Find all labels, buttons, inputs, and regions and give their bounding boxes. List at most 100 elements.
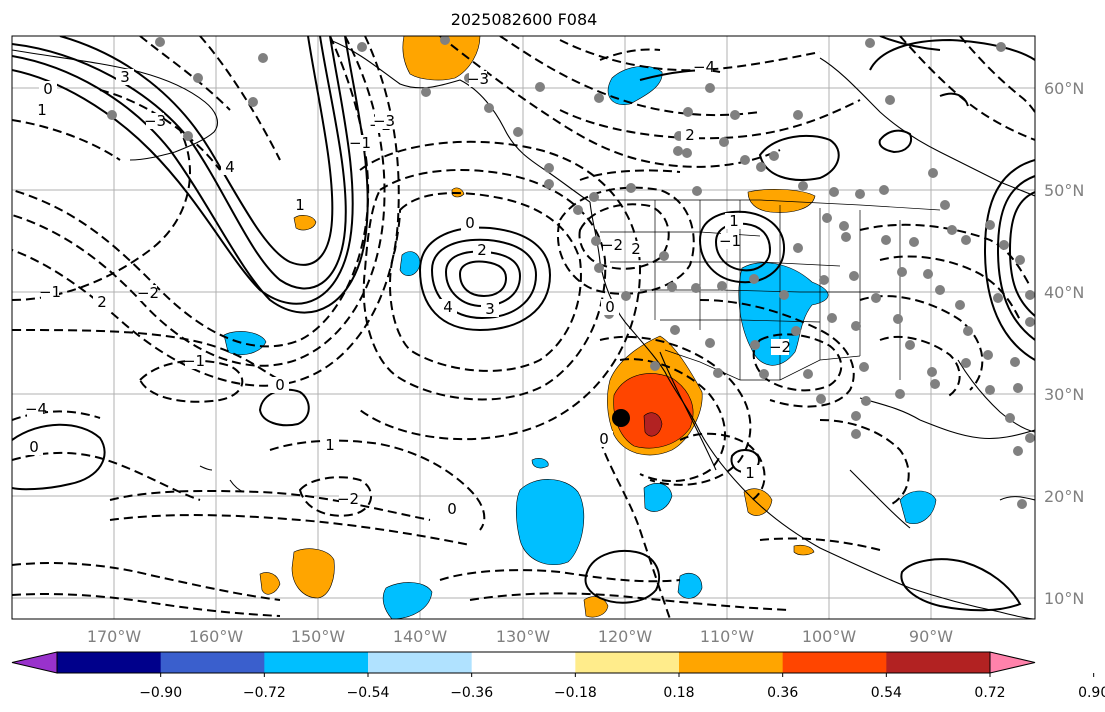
colorbar-tick-label: 0.90: [1078, 685, 1105, 701]
colorbar-bin: [471, 652, 576, 673]
contour-label-bg: [725, 213, 743, 229]
feature-marker: [612, 409, 630, 427]
contour-label: −2: [137, 284, 159, 302]
lon-label: 140°W: [393, 627, 448, 646]
contour-label-bg: [375, 113, 393, 129]
contour-label-bg: [603, 237, 621, 253]
contour-label: −1: [719, 232, 741, 250]
contour-label-bg: [271, 377, 289, 393]
contour-label: 2: [97, 293, 107, 311]
colorbar-extend-max: [989, 651, 1036, 674]
contour-label: −2: [769, 338, 791, 356]
colorbar-bin: [782, 652, 887, 673]
lon-label: 110°W: [700, 627, 755, 646]
lon-label: 130°W: [496, 627, 551, 646]
contour-label: 1: [745, 464, 755, 482]
contour-label-bg: [291, 197, 309, 213]
contour-label-bg: [469, 71, 487, 87]
contour-labels: 01−12−23−34−401234−1−2−301−12−20−301−220…: [25, 58, 791, 518]
contour-label: 0: [275, 376, 285, 394]
contour-label: 3: [485, 300, 495, 318]
contour-label: −1: [183, 352, 205, 370]
contour-label: 0: [465, 214, 475, 232]
figure-title: 2025082600 F084: [451, 10, 598, 29]
contour-label-bg: [41, 284, 59, 300]
lon-label: 120°W: [598, 627, 653, 646]
colorbar-tick-labels: −0.90 −0.72 −0.54 −0.36 −0.18 0.18 0.36 0.54 0.7…: [139, 673, 1105, 701]
contour-label: −1: [349, 134, 371, 152]
contour-label-bg: [443, 501, 461, 517]
political-borders: [590, 199, 941, 381]
contour-label: −3: [467, 70, 489, 88]
map-frame: [11, 35, 1036, 620]
colorbar-outline: [56, 651, 991, 674]
contour-label: 2: [685, 126, 695, 144]
colorbar-tick-label: 0.18: [663, 685, 694, 701]
contour-label-bg: [771, 339, 789, 355]
contour-label-bg: [595, 431, 613, 447]
colorbar-bin: [264, 652, 369, 673]
lon-label: 150°W: [291, 627, 346, 646]
contour-label-bg: [439, 299, 457, 315]
contour-label-bg: [146, 113, 164, 129]
contour-label-bg: [473, 242, 491, 258]
lat-label: 30°N: [1044, 385, 1084, 404]
positive-shading: [259, 36, 816, 618]
colorbar-bin: [679, 652, 784, 673]
map-content: 01−12−23−34−401234−1−2−301−12−20−301−220…: [12, 36, 1035, 619]
colorbar-extend-min: [11, 651, 58, 674]
lon-label: 160°W: [189, 627, 244, 646]
contour-label: 0: [447, 500, 457, 518]
contour-label: 4: [443, 298, 453, 316]
contour-label: 0: [599, 430, 609, 448]
contour-label-bg: [339, 491, 357, 507]
colorbar-tick-label: −0.36: [450, 685, 493, 701]
colorbar: [11, 651, 1036, 674]
contour-label-bg: [33, 102, 51, 118]
contour-label-bg: [461, 215, 479, 231]
colorbar-bin: [368, 652, 473, 673]
contour-label: 0: [29, 438, 39, 456]
contour-label: −4: [25, 400, 47, 418]
contour-label: −1: [39, 283, 61, 301]
contour-label: −3: [144, 112, 166, 130]
contour-label: −4: [693, 58, 715, 76]
contour-label-bg: [139, 285, 157, 301]
lat-label: 60°N: [1044, 79, 1084, 98]
contour-label: 0: [605, 298, 615, 316]
contour-label: −2: [337, 490, 359, 508]
contour-label: 1: [729, 212, 739, 230]
contour-label: 2: [477, 241, 487, 259]
contour-label-bg: [681, 127, 699, 143]
contour-label-bg: [741, 465, 759, 481]
longitude-labels: 170°W 160°W 150°W 140°W 130°W 120°W 110°…: [87, 627, 953, 646]
contour-label-bg: [695, 59, 713, 75]
contour-label-bg: [721, 233, 739, 249]
colorbar-tick-label: −0.54: [347, 685, 390, 701]
lat-label: 50°N: [1044, 181, 1084, 200]
contour-label-bg: [221, 159, 239, 175]
contour-label-bg: [39, 81, 57, 97]
positive-contours: [12, 36, 1035, 612]
contour-label: 3: [120, 68, 130, 86]
contour-label-bg: [116, 69, 134, 85]
lat-label: 40°N: [1044, 283, 1084, 302]
colorbar-tick-label: −0.18: [554, 685, 597, 701]
contour-label-bg: [351, 135, 369, 151]
contour-label: 2: [631, 240, 641, 258]
lat-label: 20°N: [1044, 487, 1084, 506]
contour-label-bg: [481, 301, 499, 317]
contour-label-bg: [601, 299, 619, 315]
lon-label: 90°W: [909, 627, 953, 646]
contour-label-bg: [627, 241, 645, 257]
contour-label-bg: [185, 353, 203, 369]
contour-label: 0: [43, 80, 53, 98]
colorbar-tick-label: −0.72: [243, 685, 286, 701]
colorbar-tick-label: 0.36: [767, 685, 798, 701]
lat-label: 10°N: [1044, 589, 1084, 608]
contour-label: 4: [225, 158, 235, 176]
latitude-labels: 60°N 50°N 40°N 30°N 20°N 10°N: [1044, 79, 1084, 608]
colorbar-bin: [886, 652, 991, 673]
colorbar-tick-label: 0.54: [871, 685, 902, 701]
